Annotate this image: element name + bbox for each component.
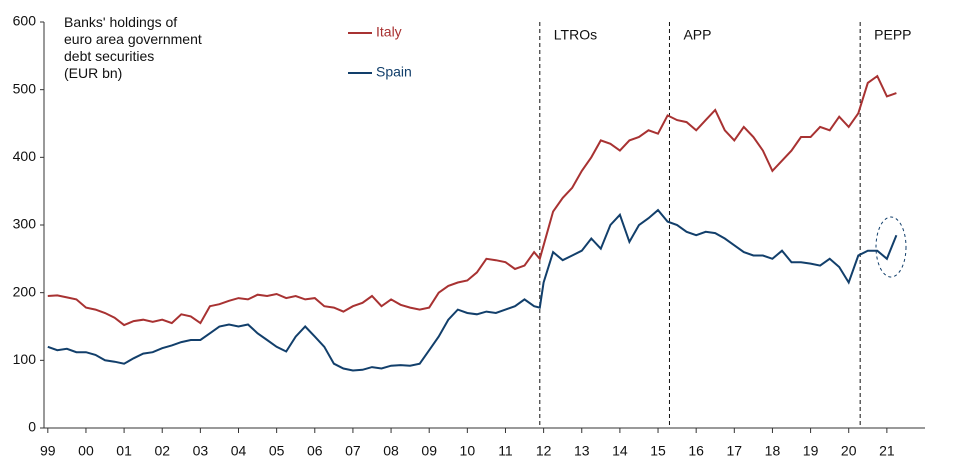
series-line (47, 208, 898, 372)
title-line: euro area government (64, 31, 202, 47)
title-line: Banks' holdings of (64, 14, 178, 30)
x-tick-label: 18 (765, 443, 781, 459)
x-tick-label: 20 (841, 443, 857, 459)
x-tick-label: 11 (498, 443, 513, 459)
x-tick-label: 12 (536, 443, 552, 459)
x-tick-label: 09 (421, 443, 437, 459)
x-tick-label: 02 (154, 443, 170, 459)
x-tick-label: 05 (269, 443, 285, 459)
x-tick-label: 04 (231, 443, 247, 459)
y-tick-label: 200 (13, 283, 37, 299)
y-tick-label: 300 (13, 216, 37, 232)
x-tick-label: 16 (688, 443, 704, 459)
x-tick-label: 21 (879, 443, 895, 459)
legend-label: Spain (376, 64, 412, 80)
y-tick-label: 500 (13, 80, 37, 96)
legend-label: Italy (376, 24, 402, 40)
y-tick-label: 0 (28, 419, 36, 435)
x-tick-label: 08 (383, 443, 399, 459)
x-tick-label: 03 (193, 443, 209, 459)
series-line (47, 74, 897, 327)
x-tick-label: 10 (460, 443, 476, 459)
x-tick-label: 17 (727, 443, 743, 459)
x-tick-label: 99 (40, 443, 56, 459)
x-tick-label: 07 (345, 443, 361, 459)
y-tick-label: 600 (13, 13, 37, 29)
x-tick-label: 19 (803, 443, 819, 459)
x-tick-label: 13 (574, 443, 590, 459)
x-tick-label: 00 (78, 443, 94, 459)
title-line: (EUR bn) (64, 65, 123, 81)
highlight-ellipse (875, 216, 907, 278)
event-label: PEPP (874, 27, 911, 43)
x-tick-label: 01 (116, 443, 132, 459)
event-label: LTROs (554, 27, 597, 43)
title-line: debt securities (64, 48, 155, 64)
event-label: APP (683, 27, 711, 43)
x-tick-label: 06 (307, 443, 323, 459)
y-tick-label: 100 (13, 351, 37, 367)
x-tick-label: 14 (612, 443, 628, 459)
y-tick-label: 400 (13, 148, 37, 164)
chart-title: Banks' holdings of euro area government de… (64, 14, 202, 82)
x-tick-label: 15 (650, 443, 666, 459)
